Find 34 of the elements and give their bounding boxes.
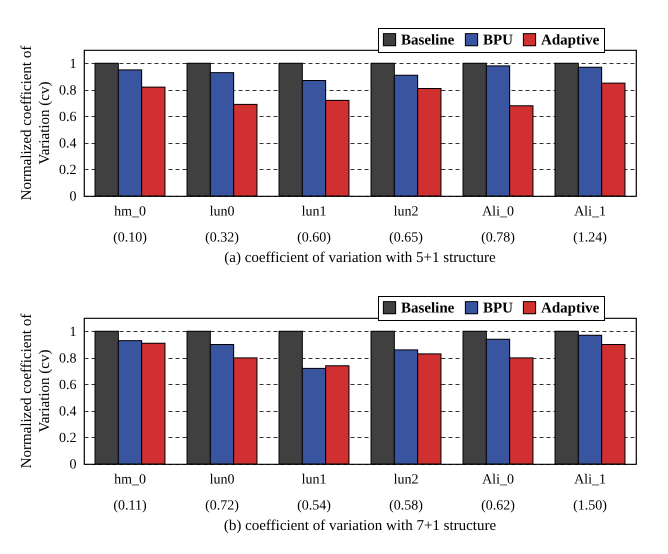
text: (b) coefficient of variation with 7+1 structure [224,518,496,534]
x-tick-label: hm_0 (0.11) [113,472,147,514]
y-tick-label: 0.6 [59,378,76,393]
y-tick-label: 1 [70,56,76,72]
y-tick-label: 1 [70,324,76,340]
y-tick-label: 0.8 [59,83,76,98]
y-tick-label: 0.4 [59,136,76,152]
text: (a) coefficient of variation with 5+1 structure [224,250,496,266]
x-tick-label: lun2 (0.65) [389,204,424,246]
legend-label: Baseline [401,300,455,317]
x-tick-label: Ali_0 (0.78) [481,204,516,246]
y-tick-label: 0.6 [59,110,76,125]
legend-label: Baseline [401,32,455,49]
legend-label: BPU [483,32,514,49]
x-tick-label: Ali_1 (1.50) [573,472,608,514]
legend-label: Adaptive [541,300,600,317]
y-axis-title: Normalized coefficient of Variation (cv) [19,314,53,468]
x-tick-label: lun2 (0.58) [389,472,424,514]
y-tick-label: 0 [70,190,76,204]
y-tick-label: 0 [70,458,76,472]
x-tick-label: lun1 (0.54) [297,472,332,514]
y-axis-title: Normalized coefficient of Variation (cv) [19,46,53,200]
x-tick-label: lun1 (0.60) [297,204,332,246]
y-tick-label: 0.2 [59,430,76,446]
legend-label: BPU [483,300,514,317]
x-tick-label: lun0 (0.32) [205,204,240,246]
x-tick-label: lun0 (0.72) [205,472,240,514]
legend-label: Adaptive [541,32,600,49]
y-tick-label: 0.2 [59,162,76,178]
y-tick-label: 0.8 [59,351,76,366]
y-tick-label: 0.4 [59,404,76,420]
x-tick-label: Ali_0 (0.62) [481,472,516,514]
x-tick-label: Ali_1 (1.24) [573,204,608,246]
x-tick-label: hm_0 (0.10) [113,204,148,246]
